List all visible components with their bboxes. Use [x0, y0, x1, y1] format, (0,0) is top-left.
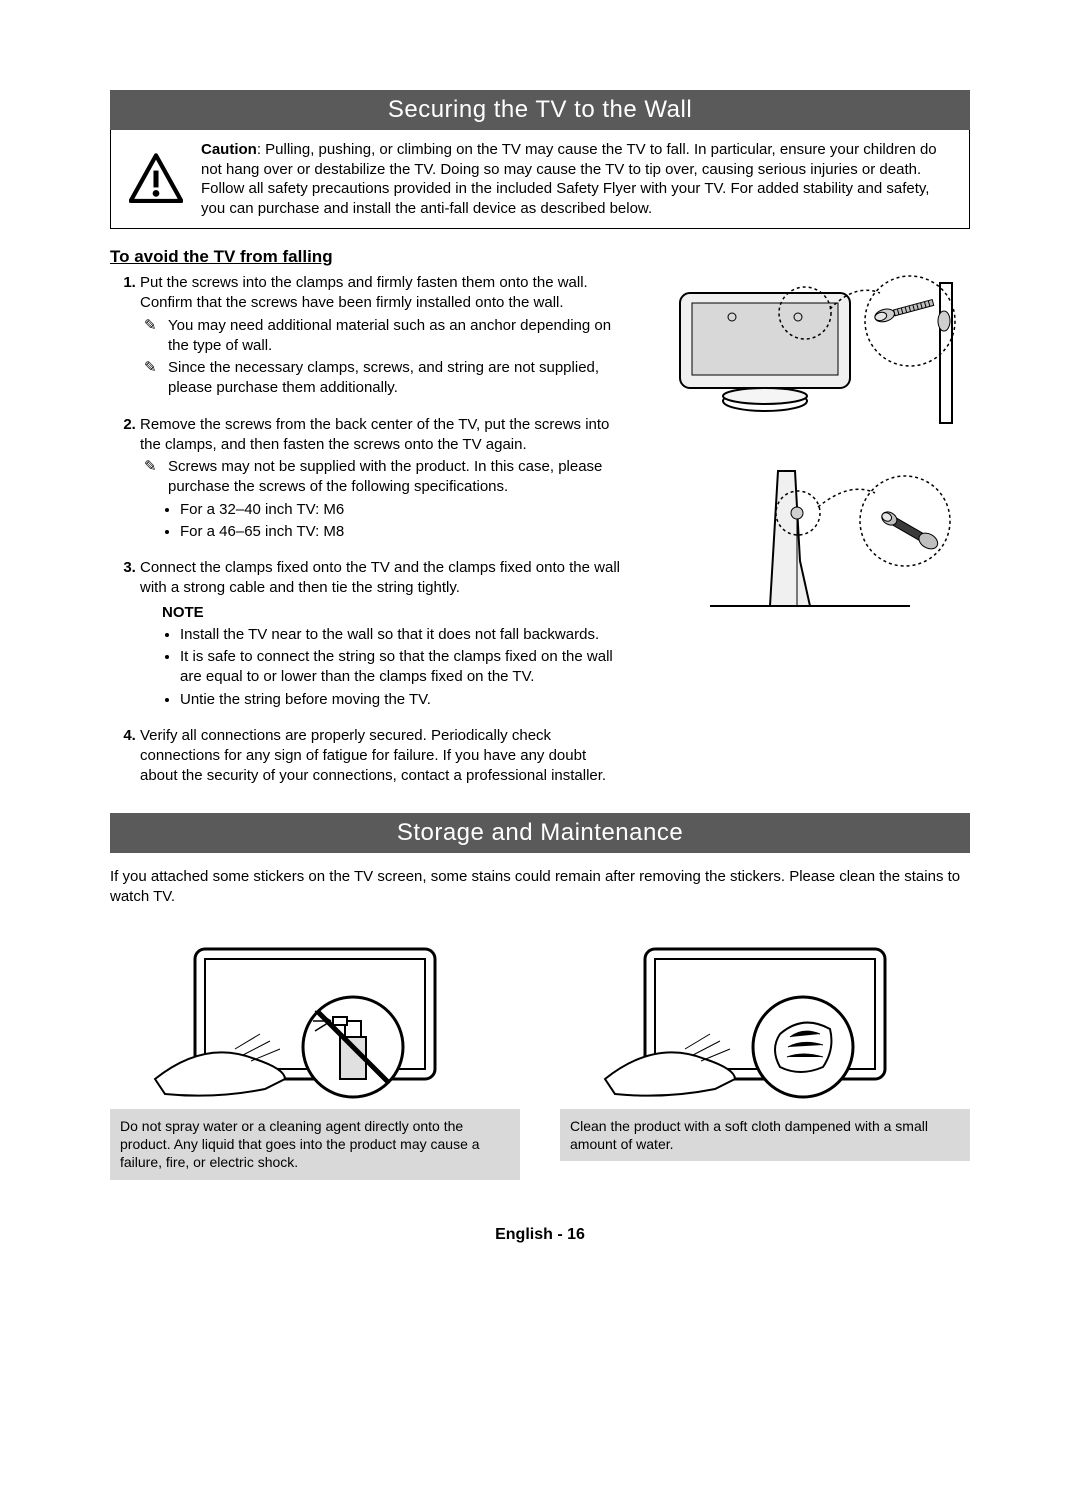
storage-caption-right: Clean the product with a soft cloth damp…: [560, 1109, 970, 1161]
step-2-text: Remove the screws from the back center o…: [140, 416, 609, 453]
figure-wall-clamp: [650, 273, 970, 428]
note-list: Install the TV near to the wall so that …: [140, 625, 626, 710]
subheading-avoid-falling: To avoid the TV from falling: [110, 247, 970, 267]
note-item: Untie the string before moving the TV.: [180, 690, 626, 710]
step-4-text: Verify all connections are properly secu…: [140, 726, 626, 787]
caution-body: : Pulling, pushing, or climbing on the T…: [201, 141, 937, 217]
step-2-note: Screws may not be supplied with the prod…: [140, 457, 626, 498]
step-1-text: Put the screws into the clamps and firml…: [140, 274, 588, 311]
step-3-text: Connect the clamps fixed onto the TV and…: [140, 559, 620, 596]
storage-intro: If you attached some stickers on the TV …: [110, 867, 970, 908]
step-1-note: You may need additional material such as…: [140, 316, 626, 357]
storage-caption-left: Do not spray water or a cleaning agent d…: [110, 1109, 520, 1180]
step-1-note-2: Since the necessary clamps, screws, and …: [140, 358, 626, 399]
spec-item: For a 46–65 inch TV: M8: [180, 522, 626, 542]
spec-item: For a 32–40 inch TV: M6: [180, 500, 626, 520]
section-title-storage: Storage and Maintenance: [110, 813, 970, 853]
figure-tv-back-clamp: [650, 461, 970, 616]
manual-page: Securing the TV to the Wall Caution: Pul…: [0, 0, 1080, 1220]
storage-figure-row: Do not spray water or a cleaning agent d…: [110, 929, 970, 1180]
list-item: Connect the clamps fixed onto the TV and…: [140, 558, 626, 710]
list-item: Put the screws into the clamps and firml…: [140, 273, 626, 399]
note-item: It is safe to connect the string so that…: [180, 647, 626, 688]
instruction-text-column: Put the screws into the clamps and firml…: [110, 273, 626, 803]
page-footer: English - 16: [0, 1226, 1080, 1244]
caution-text: Caution: Pulling, pushing, or climbing o…: [201, 140, 951, 218]
caution-label: Caution: [201, 141, 257, 158]
list-item: Remove the screws from the back center o…: [140, 415, 626, 543]
step-2-spec-list: For a 32–40 inch TV: M6 For a 46–65 inch…: [140, 500, 626, 543]
warning-icon: [129, 152, 183, 206]
figure-no-spray: [110, 929, 520, 1109]
instruction-figures-column: [650, 273, 970, 803]
figure-soft-cloth: [560, 929, 970, 1109]
note-item: Install the TV near to the wall so that …: [180, 625, 626, 645]
note-label: NOTE: [140, 603, 626, 623]
list-item: Verify all connections are properly secu…: [140, 726, 626, 787]
storage-col-left: Do not spray water or a cleaning agent d…: [110, 929, 520, 1180]
instruction-list: Put the screws into the clamps and firml…: [110, 273, 626, 787]
storage-col-right: Clean the product with a soft cloth damp…: [560, 929, 970, 1180]
instruction-row: Put the screws into the clamps and firml…: [110, 273, 970, 803]
caution-box: Caution: Pulling, pushing, or climbing o…: [110, 130, 970, 229]
section-title-securing: Securing the TV to the Wall: [110, 90, 970, 130]
